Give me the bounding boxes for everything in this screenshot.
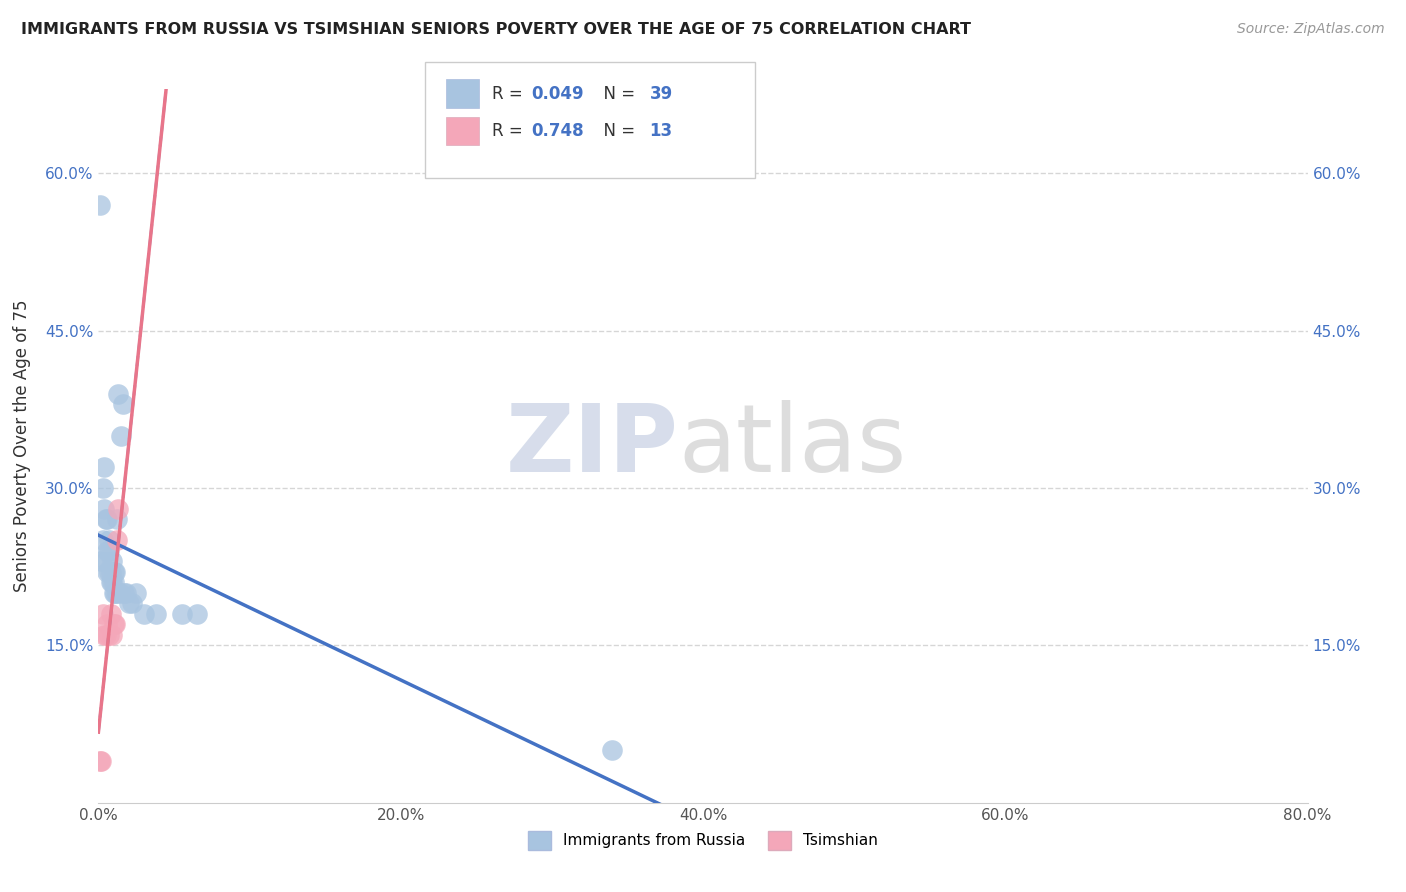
Point [101, 554, 124, 568]
Point [98, 628, 121, 642]
Point [111, 397, 134, 411]
Point [89, 754, 111, 768]
Point [132, 607, 155, 621]
Point [105, 512, 128, 526]
Point [145, 607, 167, 621]
Point [103, 565, 125, 579]
Point [104, 565, 127, 579]
Text: ZIP: ZIP [506, 400, 679, 492]
Text: R =: R = [492, 122, 529, 140]
Point [98, 544, 121, 558]
Text: R =: R = [492, 85, 529, 103]
Point [121, 596, 143, 610]
Point [108, 586, 131, 600]
Point [125, 586, 148, 600]
Point [94, 512, 117, 526]
Point [103, 575, 125, 590]
Point [94, 628, 117, 642]
Point [94, 554, 117, 568]
Point [90, 754, 112, 768]
Point [100, 565, 122, 579]
Point [110, 428, 132, 442]
Point [96, 565, 118, 579]
Point [90, 554, 112, 568]
Point [186, 607, 208, 621]
Text: 39: 39 [650, 85, 673, 103]
Point [103, 586, 125, 600]
Point [96, 512, 118, 526]
Point [103, 617, 125, 632]
Point [93, 628, 115, 642]
Point [91, 533, 114, 548]
Point [93, 502, 115, 516]
Point [104, 617, 127, 632]
Point [93, 460, 115, 475]
Point [101, 628, 124, 642]
Text: N =: N = [593, 85, 641, 103]
Text: Source: ZipAtlas.com: Source: ZipAtlas.com [1237, 22, 1385, 37]
Point [602, 743, 624, 757]
Point [114, 586, 136, 600]
Point [100, 607, 122, 621]
Text: IMMIGRANTS FROM RUSSIA VS TSIMSHIAN SENIORS POVERTY OVER THE AGE OF 75 CORRELATI: IMMIGRANTS FROM RUSSIA VS TSIMSHIAN SENI… [21, 22, 972, 37]
Point [107, 502, 129, 516]
Point [91, 607, 114, 621]
Text: 0.748: 0.748 [531, 122, 583, 140]
Point [112, 586, 135, 600]
Legend: Immigrants from Russia, Tsimshian: Immigrants from Russia, Tsimshian [522, 825, 884, 855]
Point [170, 607, 193, 621]
Point [107, 386, 129, 401]
Point [104, 586, 127, 600]
Point [96, 544, 118, 558]
Point [100, 575, 122, 590]
Point [98, 533, 121, 548]
Point [105, 586, 128, 600]
Point [98, 565, 121, 579]
Point [91, 481, 114, 495]
Text: 0.049: 0.049 [531, 85, 583, 103]
Point [101, 575, 124, 590]
Text: atlas: atlas [679, 400, 907, 492]
Point [118, 596, 141, 610]
Point [105, 533, 128, 548]
Point [96, 617, 118, 632]
Point [89, 197, 111, 211]
Text: N =: N = [593, 122, 641, 140]
Y-axis label: Seniors Poverty Over the Age of 75: Seniors Poverty Over the Age of 75 [13, 300, 31, 592]
Text: 13: 13 [650, 122, 672, 140]
